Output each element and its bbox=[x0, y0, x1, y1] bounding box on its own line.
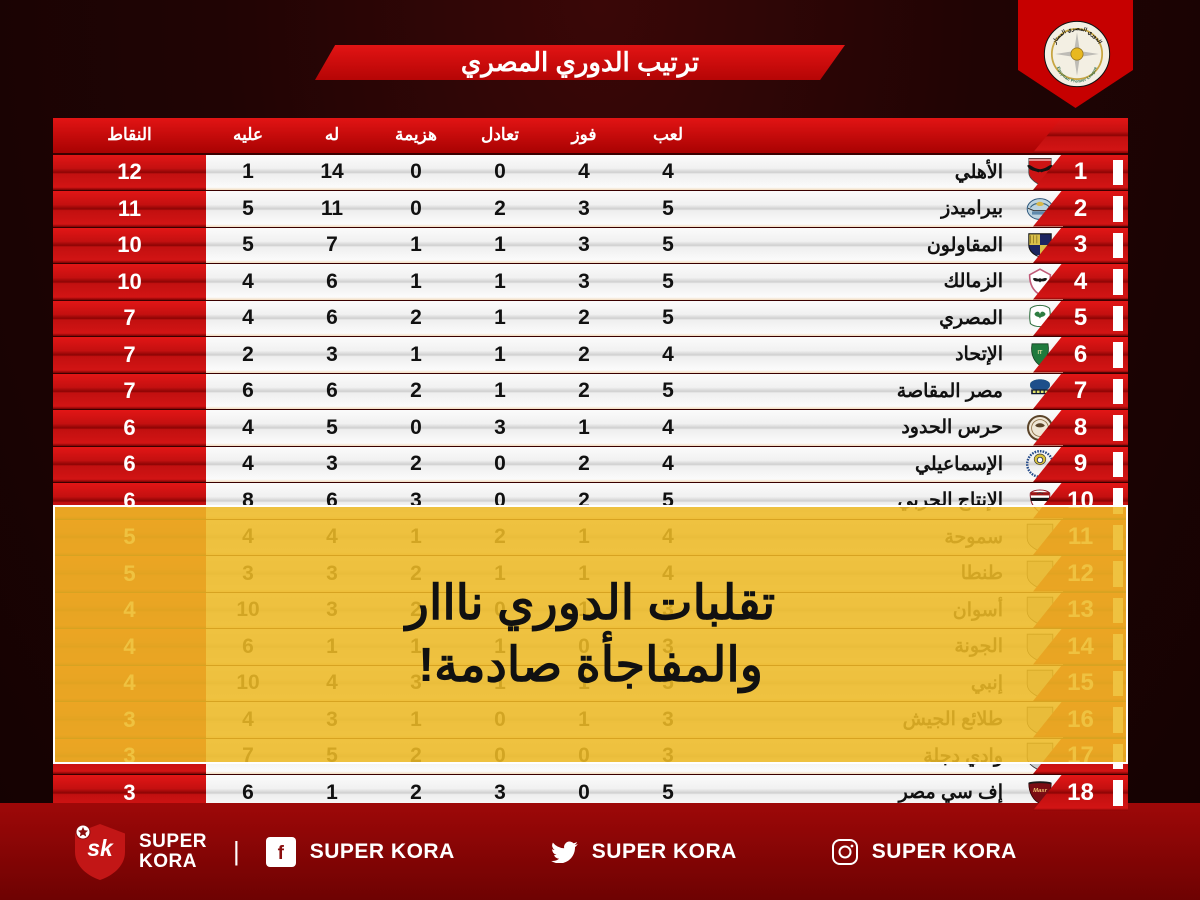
svg-text:f: f bbox=[277, 843, 284, 864]
svg-text:Masr: Masr bbox=[1033, 788, 1047, 794]
svg-text:IT: IT bbox=[1038, 350, 1044, 356]
